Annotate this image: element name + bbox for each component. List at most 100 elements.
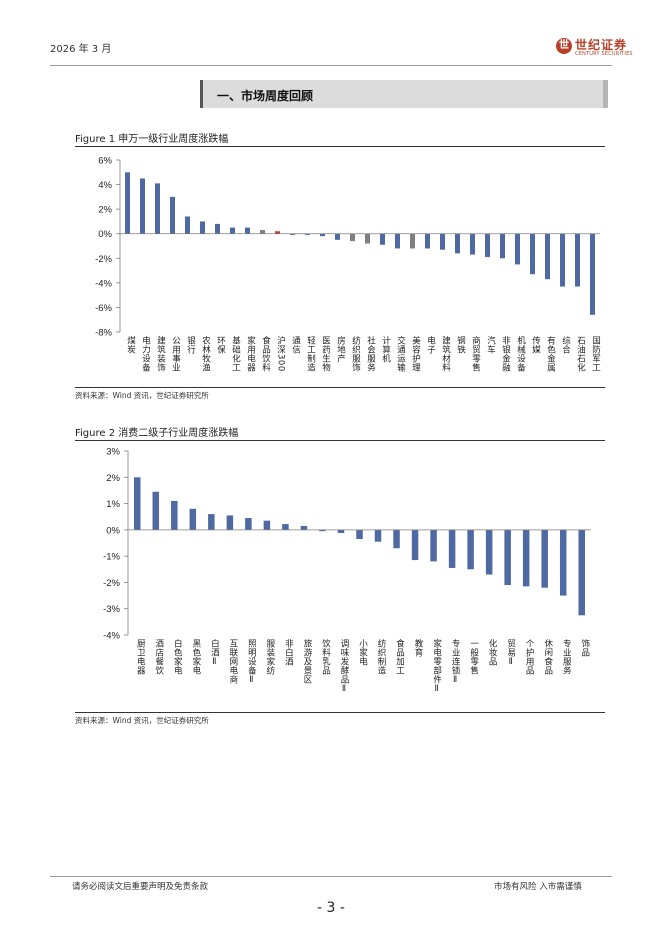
category-label: 基础化工 — [231, 335, 241, 372]
category-label: 小家电 — [358, 638, 368, 666]
category-label: 建筑装饰 — [156, 335, 166, 372]
figure-2-top-rule — [75, 440, 605, 441]
y-tick-label: -2% — [95, 254, 112, 265]
bar — [185, 216, 190, 234]
category-label: 国防军工 — [591, 336, 601, 372]
bar — [365, 233, 370, 244]
y-tick-label: 1% — [106, 499, 120, 510]
bar — [440, 233, 445, 250]
category-label: 白色家电 — [172, 638, 182, 675]
bar — [300, 525, 308, 530]
category-label: 调味发酵品Ⅱ — [339, 639, 349, 695]
header-divider — [50, 65, 612, 66]
y-tick-label: 3% — [106, 447, 120, 458]
y-tick-label: -1% — [103, 552, 120, 563]
bar — [356, 529, 363, 540]
bar — [485, 529, 493, 575]
category-label: 服装家纺 — [265, 639, 275, 675]
bar — [320, 233, 325, 237]
bar — [152, 491, 160, 530]
figure-1-title: Figure 1 申万一级行业周度涨跌幅 — [75, 134, 229, 145]
bar — [522, 529, 530, 587]
category-label: 旅游及景区 — [302, 638, 312, 684]
logo-en-text: CENTURY SECURITIES — [575, 51, 633, 57]
bar — [155, 183, 160, 234]
bar — [319, 529, 326, 532]
y-tick-label: 4% — [98, 180, 112, 191]
category-label: 非银金融 — [501, 335, 511, 372]
category-label: 机械设备 — [516, 335, 526, 372]
bar — [410, 233, 415, 249]
bar — [245, 518, 252, 530]
bar — [470, 233, 475, 255]
category-label: 商贸零售 — [471, 335, 481, 372]
category-label: 石油石化 — [576, 336, 586, 372]
bar — [425, 233, 430, 249]
category-label: 环保 — [216, 336, 226, 354]
category-label: 专业连锁Ⅱ — [450, 638, 460, 685]
section-title: 一、市场周度回顾 — [217, 89, 314, 103]
category-label: 饮料乳品 — [320, 638, 330, 675]
y-tick-label: -3% — [103, 604, 120, 615]
footer-risk-warning: 市场有风险 入市需谨慎 — [494, 882, 582, 892]
category-label: 贸易Ⅱ — [506, 638, 516, 667]
category-label: 黑色家电 — [191, 639, 201, 675]
bar — [590, 233, 595, 315]
bar — [530, 233, 535, 275]
bar — [189, 508, 197, 530]
category-label: 建筑材料 — [441, 335, 451, 372]
section-heading: 一、市场周度回顾 — [200, 80, 608, 108]
y-tick-label: -4% — [95, 278, 112, 289]
page-number: - 3 - — [317, 900, 345, 916]
category-label: 社会服务 — [366, 335, 376, 372]
category-label: 化妆品 — [487, 638, 497, 666]
y-tick-label: -2% — [103, 578, 120, 589]
bar — [140, 178, 145, 234]
bar — [170, 196, 175, 234]
category-label: 电子 — [426, 335, 436, 354]
category-label: 家用电器 — [246, 335, 256, 372]
bar — [208, 514, 215, 530]
bar — [545, 233, 550, 280]
category-label: 互联网电商 — [228, 639, 238, 684]
y-tick-label: 0% — [106, 525, 120, 536]
figure-1-source: 资料来源：Wind 资讯，世纪证券研究所 — [75, 391, 209, 400]
company-logo: 世 世纪证券 CENTURY SECURITIES — [556, 36, 636, 60]
report-date: 2026 年 3 月 — [50, 44, 112, 55]
bar — [215, 223, 220, 234]
y-tick-label: 2% — [106, 473, 120, 484]
logo-seal-icon: 世 — [556, 38, 572, 54]
category-label: 纺织服饰 — [351, 335, 361, 372]
bar — [467, 529, 474, 570]
category-label: 汽车 — [486, 335, 496, 354]
category-label: 公用事业 — [171, 336, 181, 372]
bar — [200, 221, 205, 234]
bar — [275, 231, 280, 234]
chart-1: 6% 4% 2% 0% -2% -4% -6% -8% 煤炭 电力设备 建筑装饰 公用事业 银行 农林牧渔… — [95, 156, 601, 373]
bar — [430, 529, 437, 562]
category-label: 照明设备Ⅱ — [246, 639, 256, 686]
bar — [260, 230, 265, 234]
category-label: 传媒 — [531, 335, 541, 354]
bar — [305, 233, 310, 235]
bar — [578, 529, 585, 616]
category-label: 个护用品 — [524, 639, 534, 675]
y-tick-label: -8% — [95, 328, 112, 339]
category-label: 轻工制造 — [306, 335, 316, 372]
bar — [335, 233, 340, 240]
bar — [500, 233, 505, 259]
category-label: 交通运输 — [396, 335, 406, 372]
category-label: 通信 — [291, 335, 301, 354]
category-label: 综合 — [561, 335, 571, 354]
category-label: 有色金属 — [546, 335, 556, 372]
category-label: 钢铁 — [456, 335, 466, 354]
category-label: 酒店餐饮 — [154, 639, 164, 675]
y-tick-label: -4% — [103, 631, 120, 642]
category-label: 家电零部件Ⅱ — [432, 638, 442, 694]
bar — [263, 520, 271, 530]
y-tick-label: 6% — [98, 156, 112, 167]
category-label: 房地产 — [336, 335, 346, 363]
figure-1-bottom-rule — [75, 387, 605, 388]
category-label: 银行 — [186, 335, 196, 354]
bar — [575, 233, 580, 287]
